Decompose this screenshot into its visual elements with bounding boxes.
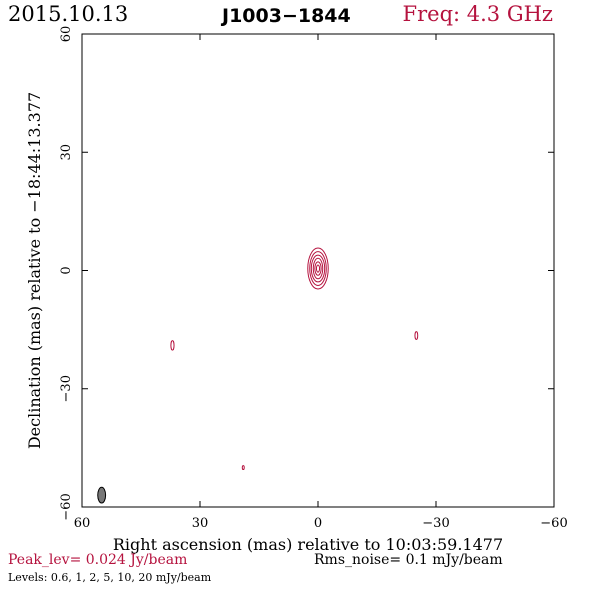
plot-frame xyxy=(81,33,555,508)
contour-level xyxy=(307,247,329,290)
contour-level xyxy=(310,254,326,283)
y-tick-label: 60 xyxy=(59,26,74,43)
source-component xyxy=(170,340,175,351)
x-axis-label: Right ascension (mas) relative to 10:03:… xyxy=(113,535,503,554)
source-component xyxy=(307,247,329,290)
observation-date: 2015.10.13 xyxy=(8,2,129,26)
contour-level xyxy=(314,261,322,276)
source-component xyxy=(414,331,419,340)
contour-level xyxy=(312,257,324,280)
y-axis-label: Declination (mas) relative to −18:44:13.… xyxy=(25,92,44,449)
source-name: J1003−1844 xyxy=(222,5,351,27)
beam-group xyxy=(97,486,107,504)
contour-level xyxy=(170,340,175,351)
y-tick-label: 30 xyxy=(59,144,74,161)
source-component xyxy=(241,465,245,471)
contour-level xyxy=(315,264,321,273)
y-tick-label: −30 xyxy=(59,375,74,402)
y-tick-label: −60 xyxy=(59,493,74,520)
axis-tick-labels: 60 30 0 −30 −60 −60 −30 0 30 60 xyxy=(59,26,568,531)
rms-noise: Rms_noise= 0.1 mJy/beam xyxy=(314,552,503,568)
beam-ellipse xyxy=(97,486,107,504)
y-tick-label: 0 xyxy=(59,266,74,274)
x-tick-label: 60 xyxy=(74,516,91,531)
contour-level xyxy=(241,465,245,471)
x-tick-label: 0 xyxy=(314,516,322,531)
contour-level xyxy=(414,331,419,340)
frequency-label: Freq: 4.3 GHz xyxy=(402,2,553,26)
contour-level xyxy=(309,251,327,286)
axis-ticks xyxy=(81,33,555,508)
peak-level: Peak_lev= 0.024 Jy/beam xyxy=(8,552,188,568)
x-tick-label: 30 xyxy=(192,516,209,531)
x-tick-label: −30 xyxy=(422,516,449,531)
contour-levels: Levels: 0.6, 1, 2, 5, 10, 20 mJy/beam xyxy=(8,571,212,584)
x-tick-label: −60 xyxy=(540,516,567,531)
header: 2015.10.13 J1003−1844 Freq: 4.3 GHz xyxy=(0,0,590,30)
contour-group xyxy=(170,247,419,471)
